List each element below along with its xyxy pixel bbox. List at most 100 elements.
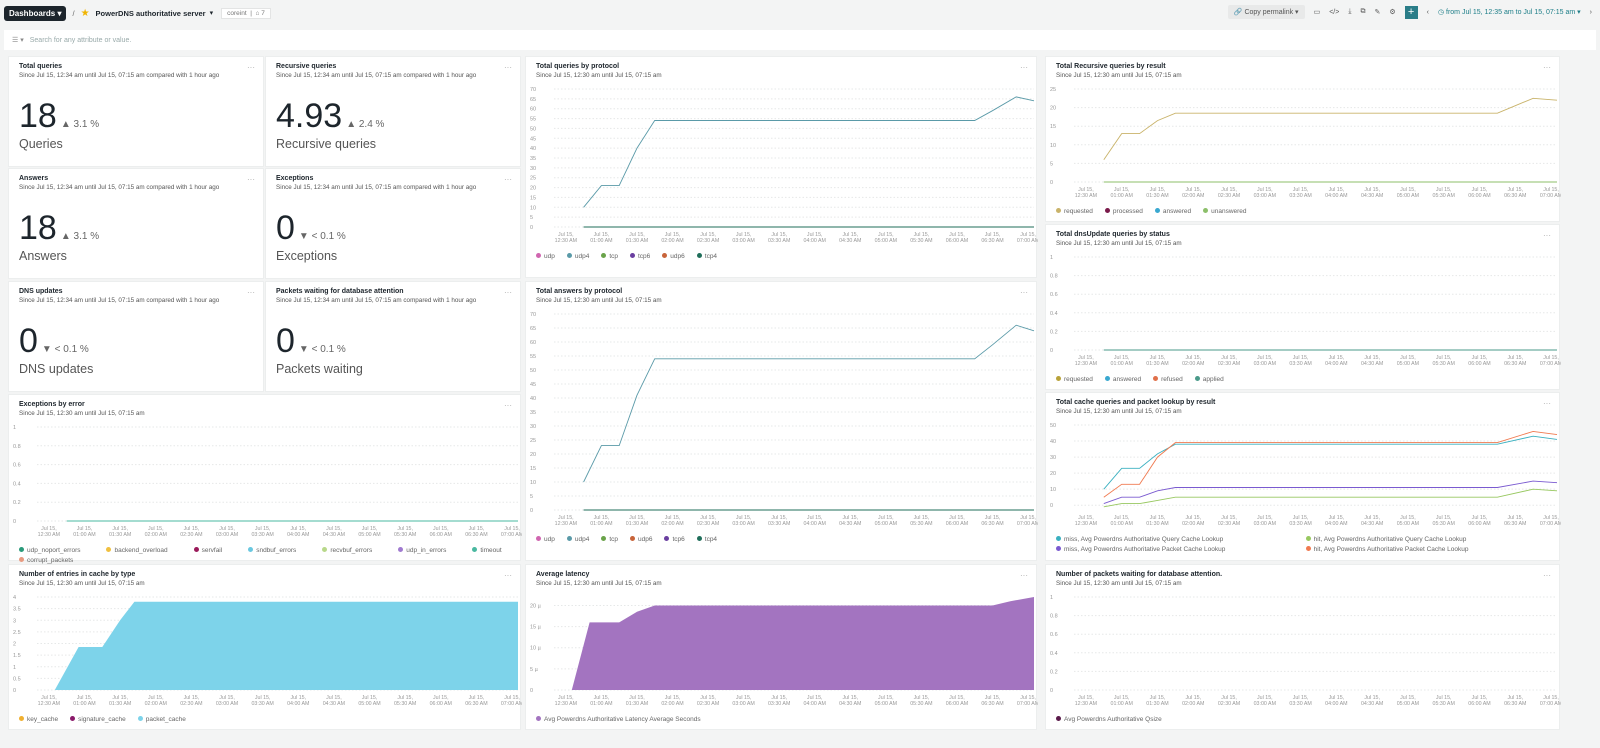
legend-item[interactable]: udp_in_errors — [398, 547, 446, 554]
settings-icon[interactable]: ⚙ — [1389, 9, 1396, 16]
widget-title: Number of entries in cache by type — [19, 571, 136, 578]
x-tick-label: Jul 15, 02:30 AM — [180, 695, 202, 707]
legend-item[interactable]: tcp — [601, 253, 618, 260]
x-tick-label: Jul 15, 01:30 AM — [1146, 515, 1168, 527]
legend-dot-icon — [1154, 208, 1160, 213]
legend-item[interactable]: answered — [1154, 208, 1191, 215]
legend-item[interactable]: requested — [1056, 376, 1093, 383]
chart-plot[interactable]: 0 5 10 15 20 25 30 35 40 45 50 55 60 65 70 Jul 15, 12:30… — [526, 306, 1038, 532]
chart-plot[interactable]: 0 0.5 1 1.5 2 2.5 3 3.5 4 Jul 15, 12:30 AM Jul 15, 0… — [9, 589, 522, 712]
legend-item[interactable]: udp — [536, 536, 555, 543]
time-range-label: from Jul 15, 12:35 am to Jul 15, 07:15 a… — [1446, 9, 1576, 16]
legend-item[interactable]: key_cache — [19, 716, 58, 723]
legend-item[interactable]: refused — [1153, 376, 1183, 383]
chart-plot[interactable]: 0 10 20 30 40 50 Jul 15, 12:30 AM Jul 15, 01:00 A… — [1046, 417, 1561, 532]
legend-item[interactable]: signature_cache — [70, 716, 126, 723]
legend-item[interactable]: packet_cache — [137, 716, 186, 723]
code-icon[interactable]: </> — [1329, 8, 1340, 16]
legend-item[interactable]: corrupt_packets — [19, 557, 73, 564]
chart-legend: key_cache signature_cache packet_cache — [19, 716, 512, 723]
widget-menu-button[interactable]: ··· — [247, 288, 255, 297]
download-icon[interactable]: ⤓ — [1348, 8, 1352, 15]
chart-plot[interactable]: 0 5 10 15 20 25 Jul 15, 12:30 AM Jul 15, 01:00 AM… — [1046, 81, 1561, 204]
legend-item[interactable]: Avg Powerdns Authoritative Qsize — [1056, 716, 1162, 723]
favorite-star-icon[interactable]: ★ — [80, 7, 90, 19]
account-tag[interactable]: coreint | ⌂ 7 — [221, 7, 271, 19]
billboard-value: 0 — [276, 209, 295, 247]
legend-item[interactable]: miss, Avg Powerdns Authoritative Query C… — [1056, 536, 1294, 543]
legend-item[interactable]: udp6 — [630, 536, 652, 543]
widget-menu-button[interactable]: ··· — [1020, 571, 1028, 580]
legend-item[interactable]: backend_overload — [106, 547, 168, 554]
legend-label: udp_in_errors — [406, 547, 447, 554]
chart-legend: Avg Powerdns Authoritative Qsize — [1056, 716, 1551, 723]
legend-item[interactable]: udp4 — [566, 536, 589, 543]
legend-item[interactable]: udp4 — [566, 253, 589, 260]
add-widget-button[interactable]: + — [1404, 5, 1418, 19]
widget-menu-button[interactable]: ··· — [504, 175, 512, 184]
widget-menu-button[interactable]: ··· — [504, 63, 512, 72]
legend-item[interactable]: processed — [1104, 208, 1143, 215]
widget-menu-button[interactable]: ··· — [504, 571, 512, 580]
chevron-down-icon[interactable]: ▾ — [209, 10, 214, 17]
dashboard-title[interactable]: PowerDNS authoritative server — [95, 8, 206, 18]
legend-item[interactable]: hit, Avg Powerdns Authoritative Packet C… — [1305, 546, 1544, 553]
edit-icon[interactable]: ✎ — [1374, 9, 1381, 16]
legend-item[interactable]: servfail — [193, 547, 222, 554]
filter-icon[interactable]: ☰ ▾ — [12, 37, 24, 44]
x-tick-label: Jul 15, 01:30 AM — [1146, 695, 1168, 707]
time-picker[interactable]: ◷ from Jul 15, 12:35 am to Jul 15, 07:15… — [1437, 9, 1581, 16]
x-tick-label: Jul 15, 04:30 AM — [1361, 187, 1383, 199]
tv-mode-icon[interactable]: ▭ — [1313, 9, 1321, 16]
legend-label: timeout — [480, 547, 502, 554]
legend-item[interactable]: tcp6 — [664, 536, 685, 543]
widget-menu-button[interactable]: ··· — [1543, 63, 1551, 72]
legend-item[interactable]: udp_noport_errors — [19, 547, 80, 554]
billboard-value: 4.93 — [276, 97, 343, 135]
legend-dot-icon — [1153, 376, 1159, 381]
legend-item[interactable]: requested — [1056, 208, 1093, 215]
chart-plot[interactable]: 0 0.2 0.4 0.6 0.8 1 Jul 15, 12:30 AM Jul 15, 01:0… — [9, 419, 522, 543]
legend-item[interactable]: unanswered — [1203, 208, 1247, 215]
legend-item[interactable]: tcp — [601, 536, 618, 543]
legend-item[interactable]: hit, Avg Powerdns Authoritative Query Ca… — [1305, 536, 1544, 543]
x-tick-label: Jul 15, 02:00 AM — [661, 515, 683, 527]
next-time-icon[interactable]: › — [1589, 8, 1592, 16]
widget-menu-button[interactable]: ··· — [504, 401, 512, 410]
legend-item[interactable]: tcp4 — [696, 253, 717, 260]
legend-item[interactable]: Avg Powerdns Authoritative Latency Avera… — [536, 716, 701, 723]
legend-item[interactable]: udp — [536, 253, 555, 260]
legend-label: corrupt_packets — [27, 557, 74, 564]
dashboards-menu-button[interactable]: Dashboards ▾ — [4, 5, 67, 21]
chart-plot[interactable]: 0 5 10 15 20 25 30 35 40 45 50 55 60 65 70 Jul 15, 12:30… — [526, 81, 1038, 249]
filter-bar[interactable]: ☰ ▾ Search for any attribute or value. — [4, 30, 1596, 50]
widget-menu-button[interactable]: ··· — [1543, 399, 1551, 408]
chart-plot[interactable]: 0 0.2 0.4 0.6 0.8 1 Jul 15, 12:30 AM Jul 15, 01:0… — [1046, 249, 1561, 372]
x-tick-label: Jul 15, 04:00 AM — [287, 526, 309, 538]
legend-item[interactable]: tcp4 — [696, 536, 717, 543]
widget-menu-button[interactable]: ··· — [1543, 231, 1551, 240]
widget-subtitle: Since Jul 15, 12:34 am until Jul 15, 07:… — [276, 72, 477, 79]
change-value: < 0.1 % — [54, 344, 89, 355]
widget-menu-button[interactable]: ··· — [1020, 288, 1028, 297]
previous-time-icon[interactable]: ‹ — [1426, 8, 1429, 16]
legend-item[interactable]: sndbuf_errors — [248, 547, 296, 554]
widget-menu-button[interactable]: ··· — [247, 63, 255, 72]
legend-item[interactable]: miss, Avg Powerdns Authoritative Packet … — [1056, 546, 1294, 553]
legend-item[interactable]: applied — [1194, 376, 1224, 383]
widget-menu-button[interactable]: ··· — [1020, 63, 1028, 72]
legend-item[interactable]: tcp6 — [630, 253, 650, 260]
filter-input[interactable]: Search for any attribute or value. — [29, 36, 132, 44]
legend-item[interactable]: answered — [1104, 376, 1141, 383]
y-tick-label: 25 — [530, 176, 536, 182]
chart-plot[interactable]: 0 5 µ 10 µ 15 µ 20 µ Jul 15, 12:30 AM Jul 15, 01… — [526, 589, 1038, 712]
legend-item[interactable]: timeout — [472, 547, 502, 554]
widget-menu-button[interactable]: ··· — [504, 288, 512, 297]
legend-item[interactable]: recvbuf_errors — [322, 547, 372, 554]
widget-menu-button[interactable]: ··· — [1543, 571, 1551, 580]
copy-permalink-button[interactable]: 🔗 Copy permalink ▾ — [1227, 5, 1305, 19]
chart-plot[interactable]: 0 0.2 0.4 0.6 0.8 1 Jul 15, 12:30 AM Jul 15, 01:0… — [1046, 589, 1561, 712]
widget-menu-button[interactable]: ··· — [247, 175, 255, 184]
duplicate-icon[interactable]: ⧉ — [1360, 8, 1366, 15]
legend-item[interactable]: udp6 — [662, 253, 685, 260]
